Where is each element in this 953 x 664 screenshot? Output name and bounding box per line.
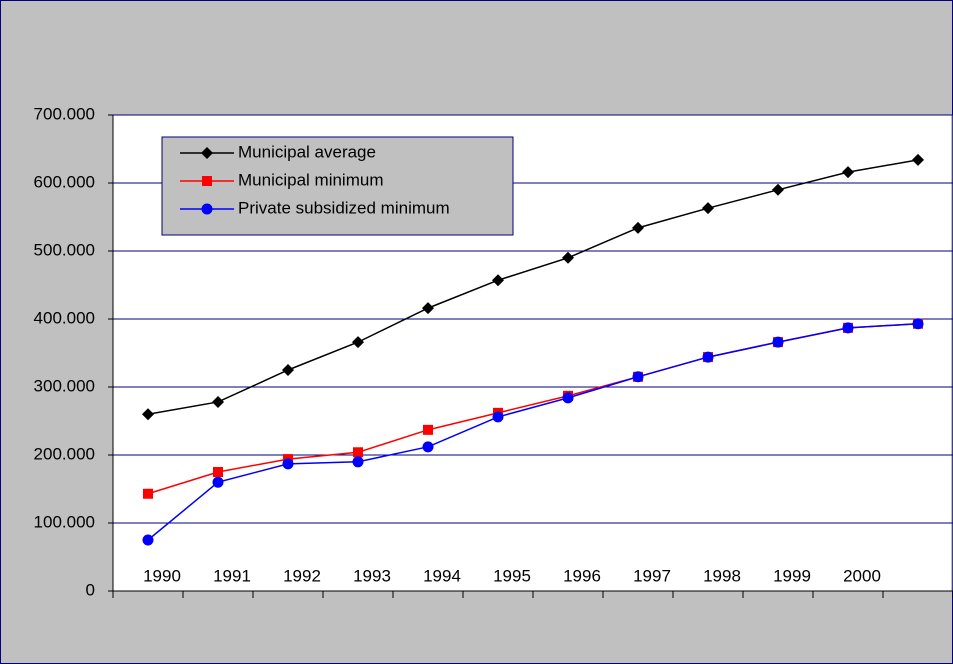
y-tick-label: 300.000 — [34, 376, 95, 395]
marker — [423, 424, 433, 435]
y-tick-label: 700.000 — [34, 104, 95, 123]
marker — [562, 392, 574, 404]
x-tick-label: 1990 — [143, 566, 181, 585]
marker — [772, 336, 784, 348]
marker — [201, 147, 213, 159]
marker — [492, 274, 504, 287]
marker — [212, 476, 224, 488]
legend: Municipal average Municipal minimum Privat… — [161, 136, 514, 236]
marker — [702, 202, 714, 215]
x-tick-label: 1998 — [703, 566, 741, 585]
marker — [352, 456, 364, 468]
y-tick-label: 500.000 — [34, 240, 95, 259]
marker — [143, 488, 153, 499]
x-tick-label: 1999 — [773, 566, 811, 585]
marker — [142, 534, 154, 546]
marker — [632, 221, 644, 234]
legend-label: Private subsidized minimum — [238, 198, 450, 217]
marker — [562, 251, 574, 264]
marker — [142, 408, 154, 421]
marker — [282, 364, 294, 376]
series-line — [147, 159, 919, 415]
x-tick-label: 2000 — [843, 566, 881, 585]
marker — [353, 447, 363, 458]
y-tick-label: 100.000 — [34, 512, 95, 531]
marker — [772, 183, 784, 196]
y-tick-label: 200.000 — [34, 444, 95, 463]
marker — [842, 166, 854, 179]
marker — [702, 351, 714, 363]
legend-label: Municipal minimum — [238, 170, 383, 189]
marker — [201, 203, 213, 215]
marker — [422, 441, 434, 453]
marker — [212, 395, 224, 408]
y-tick-label: 600.000 — [34, 172, 95, 191]
marker — [492, 411, 504, 423]
x-tick-label: 1996 — [563, 566, 601, 585]
x-tick-label: 1991 — [213, 566, 251, 585]
x-tick-label: 1992 — [283, 566, 321, 585]
series-line — [147, 323, 919, 541]
x-tick-label: 1995 — [493, 566, 531, 585]
y-tick-label: 0 — [86, 580, 95, 599]
x-tick-label: 1997 — [633, 566, 671, 585]
marker — [422, 302, 434, 315]
marker — [632, 371, 644, 383]
marker — [213, 467, 223, 477]
legend-label: Municipal average — [238, 142, 376, 161]
x-tick-label: 1994 — [423, 566, 461, 585]
marker — [202, 176, 212, 186]
y-tick-label: 400.000 — [34, 308, 95, 327]
marker — [352, 336, 364, 349]
x-tick-label: 1993 — [353, 566, 391, 585]
marker — [842, 322, 854, 334]
marker — [282, 458, 294, 470]
marker — [912, 318, 924, 330]
marker — [912, 153, 924, 166]
